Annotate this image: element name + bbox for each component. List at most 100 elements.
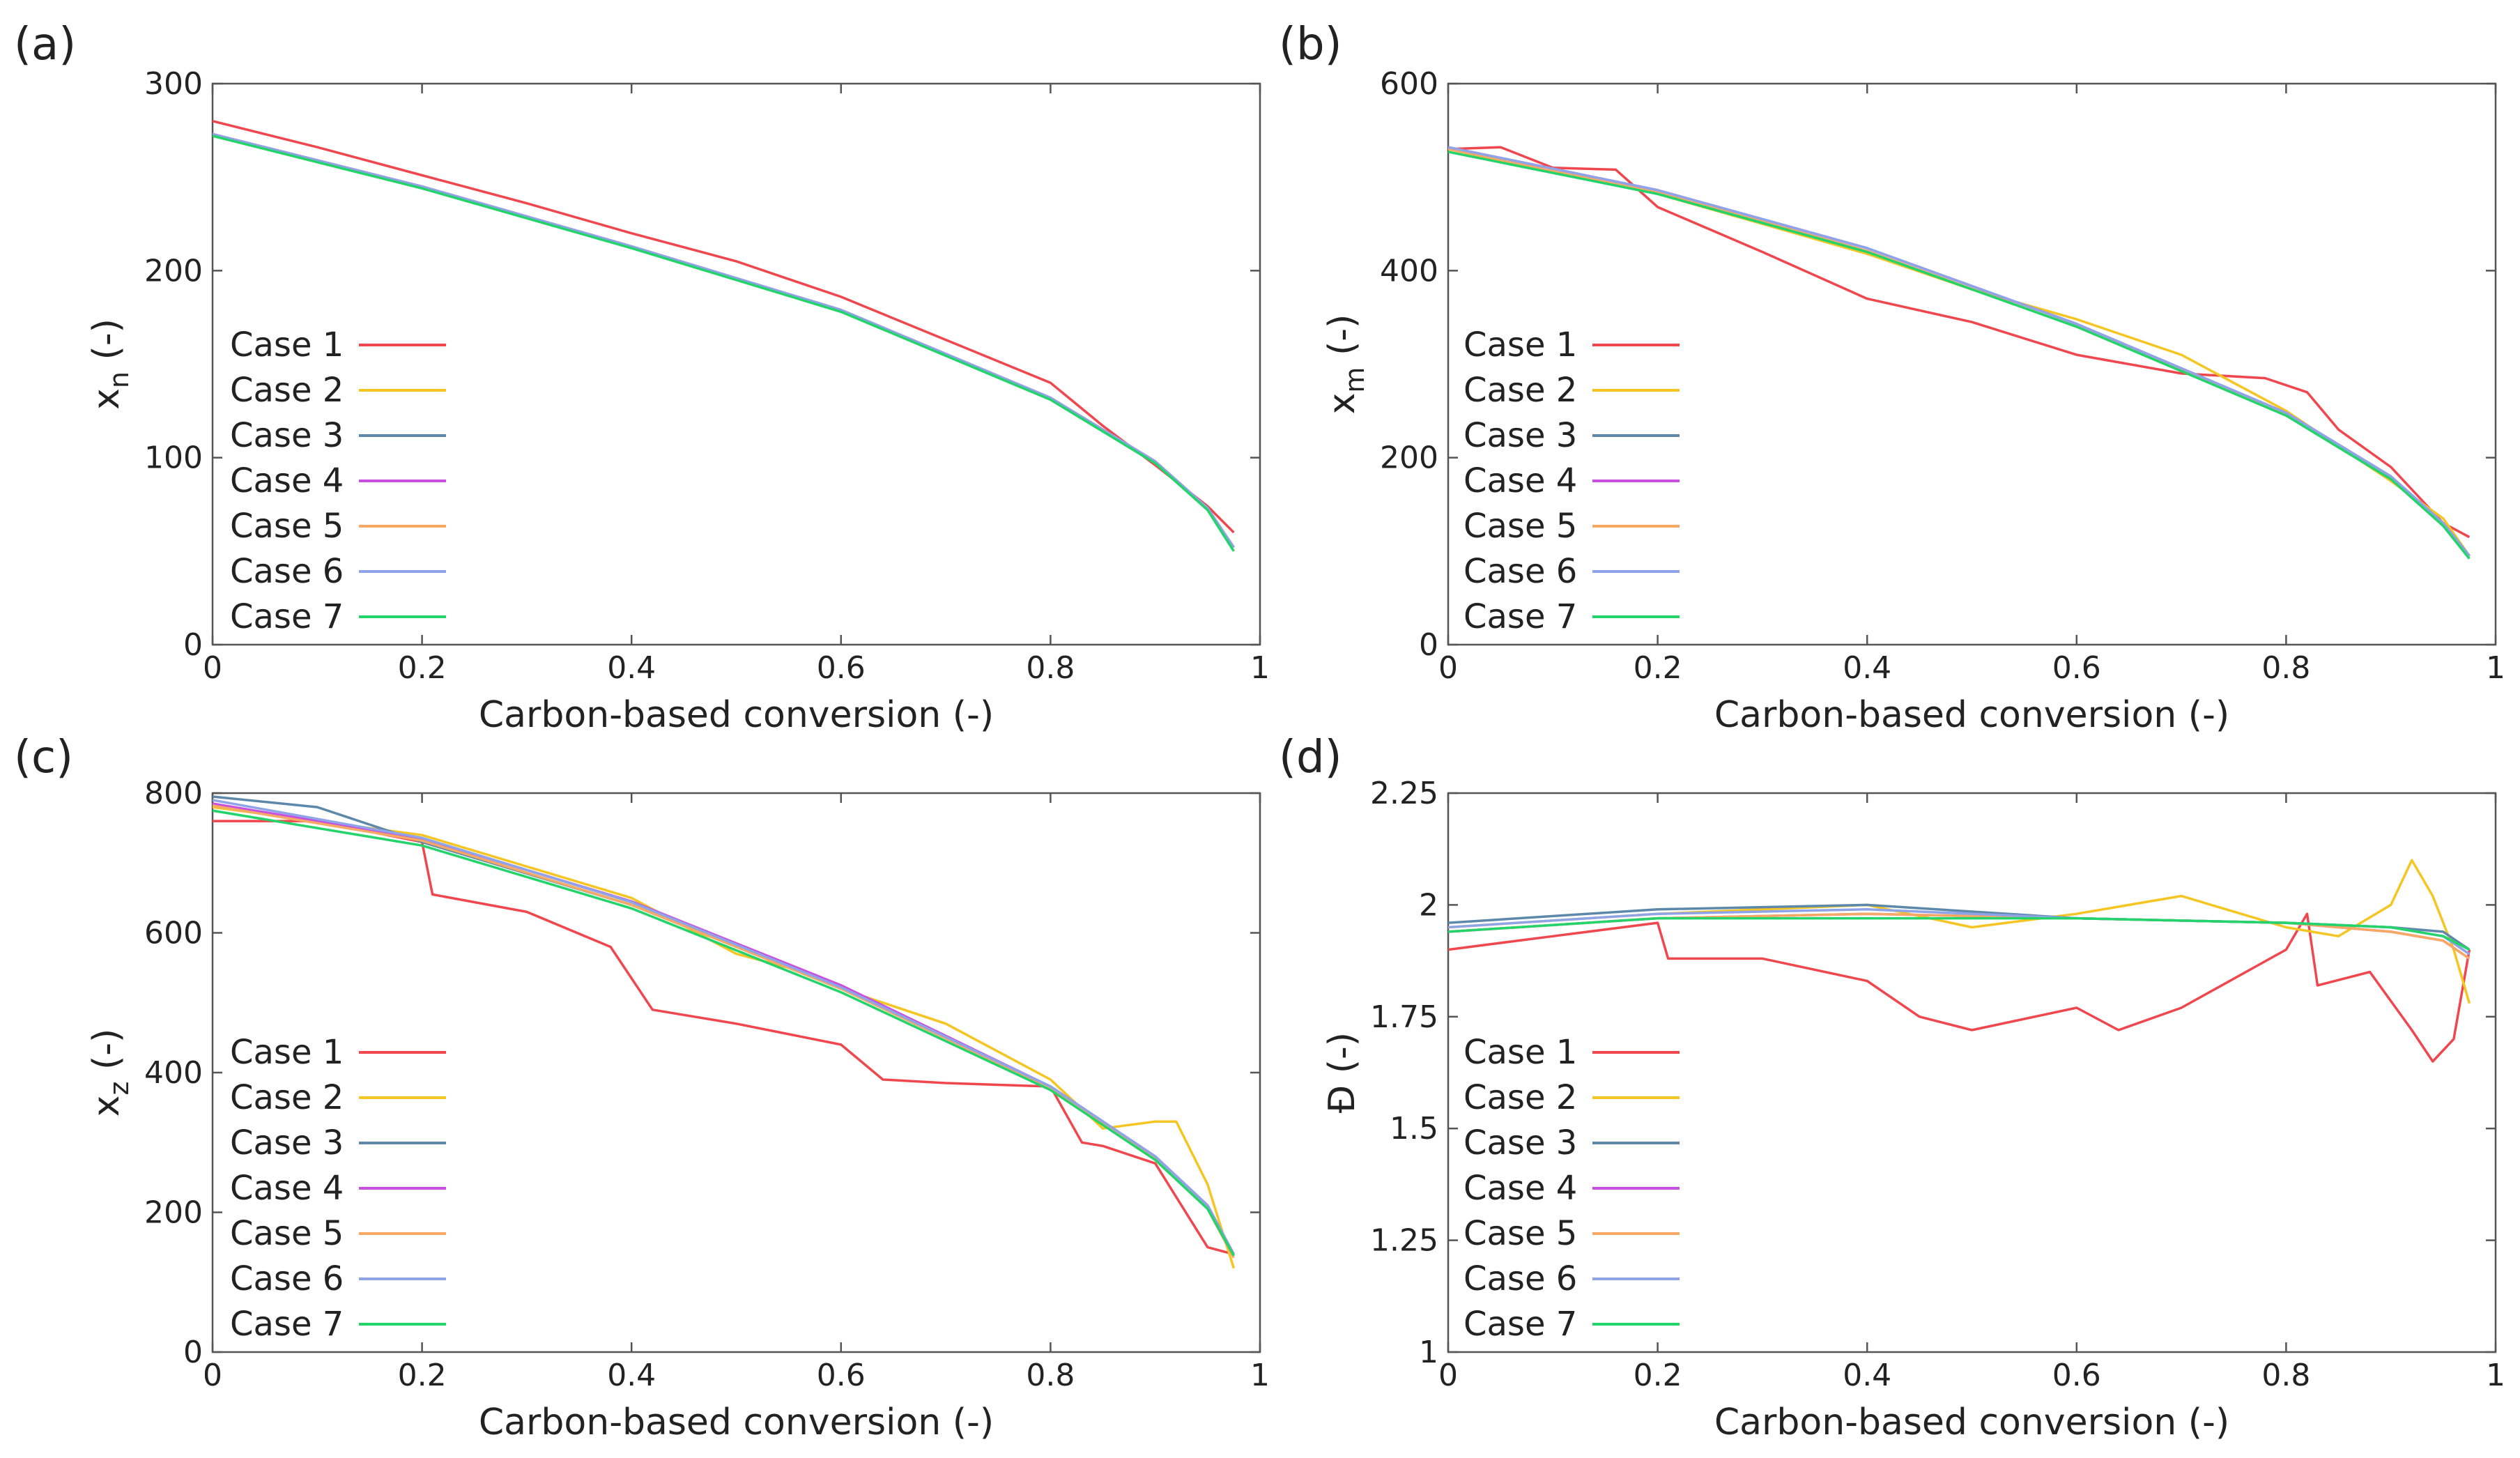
x-tick-label: 1 — [1250, 650, 1270, 686]
legend-entry-label: Case 6 — [230, 552, 344, 591]
x-axis-label: Carbon-based conversion (-) — [1714, 694, 2229, 736]
series-group — [1448, 859, 2471, 1063]
y-tick-label: 0 — [183, 627, 203, 663]
y-tick-label: 600 — [1380, 66, 1438, 102]
y-axis-label-main: x — [1321, 393, 1363, 415]
x-tick-label: 1 — [1250, 1358, 1270, 1393]
y-axis-label-unit: (-) — [1321, 314, 1363, 367]
y-axis-label: xn (-) — [86, 319, 135, 410]
y-tick-label: 2.25 — [1370, 776, 1438, 811]
y-axis-label: xm (-) — [1321, 314, 1370, 415]
legend-entry-label: Case 2 — [1463, 371, 1577, 410]
x-tick-label: 1 — [2486, 1358, 2505, 1393]
legend-entry-label: Case 2 — [230, 371, 344, 410]
series-line-case-4 — [213, 132, 1235, 548]
y-tick-label: 1.25 — [1370, 1223, 1438, 1259]
x-tick-label: 0.8 — [2261, 650, 2310, 686]
legend-entry-label: Case 4 — [230, 461, 344, 500]
legend-entry-label: Case 5 — [230, 1214, 344, 1253]
x-tick-label: 0.4 — [607, 650, 656, 686]
series-line-case-6 — [213, 132, 1235, 548]
legend-entry-label: Case 7 — [230, 597, 344, 636]
x-tick-label: 0.2 — [1634, 1358, 1682, 1393]
x-tick-label: 0.8 — [2261, 1358, 2310, 1393]
y-tick-label: 1.5 — [1390, 1111, 1438, 1146]
series-line-case-5 — [213, 132, 1235, 548]
series-line-case-4 — [1448, 912, 2471, 960]
y-tick-label: 2 — [1419, 887, 1438, 923]
legend-entry-label: Case 1 — [230, 1033, 344, 1072]
series-line-case-1 — [1448, 912, 2471, 1063]
y-axis-label: Đ (-) — [1321, 1032, 1363, 1113]
legend-entry-label: Case 5 — [1463, 507, 1577, 546]
series-line-case-3 — [213, 795, 1235, 1255]
y-tick-label: 1.75 — [1370, 999, 1438, 1035]
series-line-case-4 — [1448, 146, 2471, 557]
legend-entry-label: Case 4 — [230, 1169, 344, 1208]
legend-entry-label: Case 2 — [1463, 1078, 1577, 1117]
series-line-case-6 — [1448, 146, 2471, 557]
legend-entry-label: Case 1 — [1463, 325, 1577, 364]
x-tick-label: 0.6 — [817, 650, 866, 686]
plot-frame — [1447, 792, 2497, 1353]
x-tick-label: 0 — [203, 650, 222, 686]
y-axis-label-subscript: z — [104, 1082, 135, 1096]
x-tick-label: 0.4 — [1843, 650, 1891, 686]
legend-entry-label: Case 3 — [1463, 1123, 1577, 1162]
x-tick-label: 0.6 — [817, 1358, 866, 1393]
series-line-case-1 — [213, 120, 1235, 534]
y-tick-label: 0 — [1419, 627, 1438, 663]
x-axis-label: Carbon-based conversion (-) — [479, 1402, 994, 1443]
panel-label: (d) — [1279, 732, 1342, 783]
y-tick-label: 200 — [144, 253, 203, 289]
legend-entry-label: Case 4 — [1463, 1169, 1577, 1208]
series-line-case-1 — [213, 820, 1234, 1256]
legend-entry-label: Case 1 — [1463, 1033, 1577, 1072]
series-line-case-5 — [213, 804, 1235, 1259]
series-line-case-3 — [213, 132, 1235, 548]
x-tick-label: 0.2 — [398, 1358, 447, 1393]
legend-entry-label: Case 6 — [230, 1259, 344, 1298]
x-tick-label: 0.8 — [1026, 650, 1075, 686]
series-line-case-5 — [1448, 912, 2471, 960]
x-tick-label: 0.4 — [1843, 1358, 1891, 1393]
y-axis-label: xz (-) — [86, 1029, 135, 1117]
panel-label: (a) — [14, 19, 76, 70]
series-line-case-3 — [1448, 903, 2471, 951]
panel-b: 0 0.2 0.4 0.6 0.8 1 0 200 400 600 Carbon-based con… — [1279, 19, 2505, 736]
legend-entry-label: Case 3 — [1463, 416, 1577, 455]
x-tick-label: 0.2 — [398, 650, 447, 686]
y-tick-label: 800 — [144, 776, 203, 811]
legend-entry-label: Case 7 — [230, 1305, 344, 1344]
series-line-case-7 — [213, 135, 1235, 552]
y-tick-label: 600 — [144, 916, 203, 951]
x-tick-label: 0.4 — [607, 1358, 656, 1393]
series-group — [1448, 146, 2471, 560]
y-axis-label-unit: (-) — [86, 319, 128, 371]
y-tick-label: 200 — [1380, 440, 1438, 476]
series-line-case-3 — [1448, 146, 2471, 557]
x-axis-label: Carbon-based conversion (-) — [1714, 1402, 2229, 1443]
panel-label: (b) — [1279, 19, 1342, 70]
legend-entry-label: Case 5 — [230, 507, 344, 546]
y-tick-label: 100 — [144, 440, 203, 476]
y-tick-label: 0 — [183, 1335, 203, 1370]
series-line-case-1 — [1448, 146, 2471, 539]
y-tick-label: 300 — [144, 66, 203, 102]
series-line-case-6 — [213, 799, 1235, 1255]
legend-entry-label: Case 3 — [230, 1123, 344, 1162]
legend-entry-label: Case 6 — [1463, 552, 1577, 591]
legend-entry-label: Case 3 — [230, 416, 344, 455]
y-axis-label-unit: (-) — [86, 1029, 128, 1082]
plot-frame — [211, 82, 1261, 646]
legend-entry-label: Case 1 — [230, 325, 344, 364]
plot-frame — [1447, 82, 2497, 646]
series-group — [213, 120, 1235, 552]
y-tick-label: 400 — [1380, 253, 1438, 289]
series-line-case-2 — [213, 806, 1236, 1269]
panel-d: 0 0.2 0.4 0.6 0.8 1 1 1.25 1.5 1.75 2 2.25 Carbon-ba… — [1279, 732, 2505, 1443]
y-tick-label: 1 — [1419, 1335, 1438, 1370]
series-line-case-7 — [1448, 916, 2471, 951]
panel-label: (c) — [14, 732, 73, 783]
y-axis-label-subscript: m — [1339, 367, 1370, 393]
